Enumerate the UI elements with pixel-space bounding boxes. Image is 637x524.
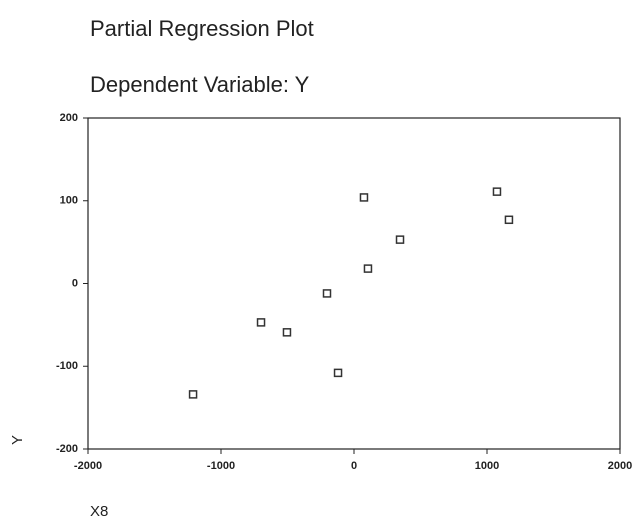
x-tick-label: 2000 [608,460,632,472]
chart-subtitle: Dependent Variable: Y [90,72,310,97]
point [256,318,266,327]
y-tick-label: 100 [60,195,78,207]
x-tick-label: 1000 [475,460,499,472]
y-tick-label: -200 [56,443,78,455]
point [188,390,198,399]
y-axis-label: Y [9,435,26,445]
point [333,368,343,378]
point [504,215,514,225]
y-tick-label: -100 [56,360,78,372]
point [395,235,405,244]
chart-title: Partial Regression Plot [90,16,314,41]
plot-frame [87,117,621,450]
point [359,193,369,202]
point [282,328,292,337]
x-tick-label: -1000 [207,460,235,472]
point [492,187,502,196]
x-tick-label: -2000 [74,460,102,472]
x-tick-label: 0 [351,460,357,472]
x-axis-label: X8 [90,503,108,520]
point [363,264,373,273]
y-tick-label: 200 [60,112,78,124]
point [322,289,332,298]
y-tick-label: 0 [72,277,78,289]
